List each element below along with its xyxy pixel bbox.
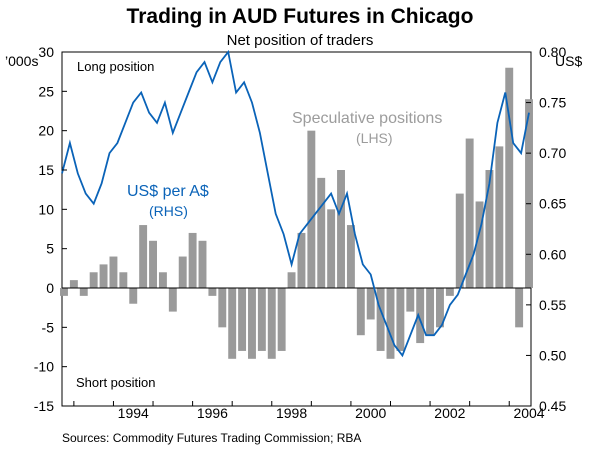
bar bbox=[208, 288, 217, 296]
right-axis-ticks: 0.80 0.75 0.70 0.65 0.60 0.55 0.50 0.45 bbox=[526, 44, 566, 414]
bar bbox=[238, 288, 247, 351]
line-series-axis-note: (RHS) bbox=[149, 203, 188, 219]
left-tick-label: 25 bbox=[38, 83, 54, 99]
left-tick-label: -15 bbox=[34, 398, 54, 414]
bar bbox=[406, 288, 415, 312]
bar bbox=[297, 232, 306, 288]
left-axis-ticks: 30 25 20 15 10 5 0 -5 -10 -15 bbox=[34, 44, 67, 414]
bar bbox=[248, 288, 256, 359]
bar bbox=[119, 272, 128, 288]
annotation-short-position: Short position bbox=[76, 375, 156, 390]
bar bbox=[79, 288, 88, 296]
bar bbox=[366, 288, 375, 320]
bar bbox=[337, 170, 345, 288]
x-tick-label: 1998 bbox=[276, 405, 307, 421]
left-tick-label: 10 bbox=[38, 201, 54, 217]
bar bbox=[376, 288, 385, 351]
x-tick-label: 2002 bbox=[434, 405, 465, 421]
bar bbox=[99, 264, 108, 288]
right-tick-label: 0.65 bbox=[539, 196, 566, 212]
right-tick-label: 0.55 bbox=[539, 297, 566, 313]
bar bbox=[525, 99, 533, 288]
left-tick-label: 20 bbox=[38, 123, 54, 139]
bar-series bbox=[60, 67, 533, 359]
bar bbox=[515, 288, 524, 328]
bar bbox=[257, 288, 266, 351]
bar bbox=[218, 288, 227, 328]
right-axis-unit: US$ bbox=[555, 53, 582, 69]
x-tick-label: 2004 bbox=[513, 405, 544, 421]
left-axis-unit: ’000s bbox=[5, 53, 38, 69]
bar bbox=[445, 288, 454, 296]
bar bbox=[69, 280, 78, 288]
bar bbox=[396, 288, 405, 351]
bar bbox=[356, 288, 365, 336]
bar bbox=[158, 272, 167, 288]
bar bbox=[149, 240, 157, 288]
x-tick-label: 2000 bbox=[355, 405, 386, 421]
left-tick-label: 5 bbox=[46, 241, 54, 257]
bar bbox=[327, 209, 336, 288]
bar bbox=[505, 67, 514, 288]
bar bbox=[386, 288, 395, 359]
chart-title: Trading in AUD Futures in Chicago bbox=[126, 5, 474, 28]
bar-series-label: Speculative positions bbox=[292, 110, 442, 127]
bar bbox=[168, 288, 177, 312]
bar bbox=[139, 225, 148, 288]
bar bbox=[317, 177, 326, 288]
line-series bbox=[61, 49, 530, 358]
bar bbox=[287, 272, 296, 288]
line-series-label: US$ per A$ bbox=[127, 183, 209, 200]
bar bbox=[228, 288, 237, 359]
bar bbox=[267, 288, 276, 359]
x-tick-label: 1994 bbox=[118, 405, 149, 421]
bar bbox=[475, 201, 484, 288]
right-tick-label: 0.50 bbox=[539, 347, 566, 363]
right-tick-label: 0.75 bbox=[539, 95, 566, 111]
bar bbox=[485, 170, 494, 288]
bar-series-axis-note: (LHS) bbox=[356, 130, 393, 146]
bar bbox=[198, 240, 207, 288]
source-note: Sources: Commodity Futures Trading Commi… bbox=[62, 431, 362, 445]
bar bbox=[178, 256, 187, 288]
right-tick-label: 0.70 bbox=[539, 145, 566, 161]
right-tick-label: 0.45 bbox=[539, 398, 566, 414]
annotation-long-position: Long position bbox=[77, 59, 154, 74]
bar bbox=[277, 288, 286, 351]
right-tick-label: 0.80 bbox=[539, 44, 566, 60]
bar bbox=[416, 288, 425, 344]
bar bbox=[307, 130, 316, 288]
x-axis-ticks: 1994 1996 1998 2000 2002 2004 bbox=[73, 401, 545, 421]
bar bbox=[188, 232, 197, 288]
bar bbox=[495, 146, 504, 288]
left-tick-label: -10 bbox=[34, 359, 54, 375]
x-tick-label: 1996 bbox=[197, 405, 228, 421]
left-tick-label: -5 bbox=[42, 319, 55, 335]
bar bbox=[426, 288, 435, 336]
chart-subtitle: Net position of traders bbox=[226, 32, 374, 49]
bar bbox=[465, 138, 474, 288]
left-tick-label: 0 bbox=[46, 280, 54, 296]
bar bbox=[436, 288, 444, 328]
bar bbox=[89, 272, 98, 288]
bar bbox=[109, 256, 118, 288]
right-tick-label: 0.60 bbox=[539, 246, 566, 262]
bar bbox=[60, 288, 68, 296]
bar bbox=[129, 288, 138, 304]
left-tick-label: 30 bbox=[38, 44, 54, 60]
bar bbox=[346, 225, 355, 288]
left-tick-label: 15 bbox=[38, 162, 54, 178]
bar bbox=[455, 193, 464, 288]
